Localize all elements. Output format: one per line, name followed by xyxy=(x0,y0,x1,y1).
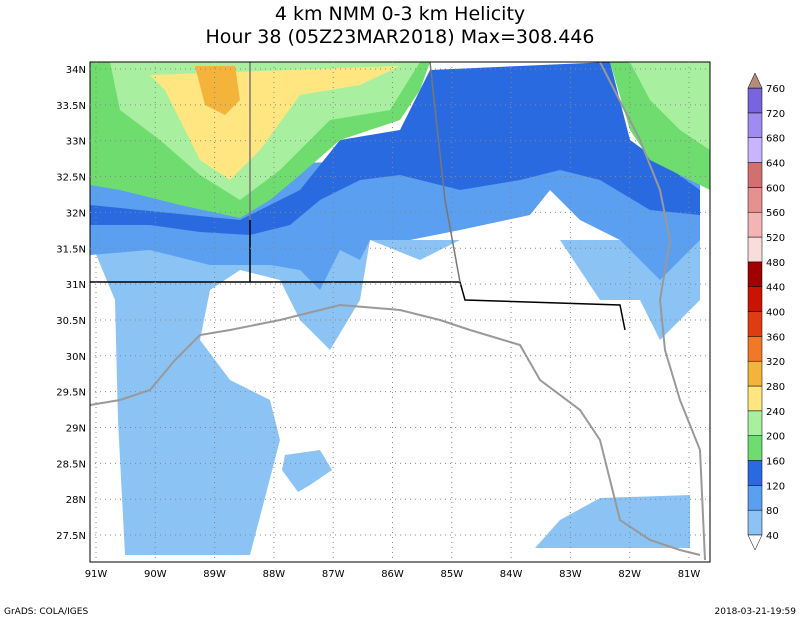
colorbar-box xyxy=(747,485,763,511)
axes: 34N 33.5N 33N 32.5N 32N 31.5N 31N 30.5N 30N 29.5N… xyxy=(56,62,710,580)
colorbar-box xyxy=(747,435,763,461)
colorbar-box xyxy=(747,261,763,287)
colorbar-label: 280 xyxy=(766,382,785,393)
colorbar-label: 320 xyxy=(766,357,785,368)
colorbar-label: 160 xyxy=(766,457,785,468)
colorbar-label: 680 xyxy=(766,134,785,145)
shade-200-240 xyxy=(630,62,710,150)
coastline xyxy=(89,303,701,556)
colorbar: 40 80 120 160 200 240 280 320 360 400 440 480 520 560… xyxy=(747,72,785,551)
lat-label: 32N xyxy=(66,208,86,219)
colorbar-box xyxy=(747,336,763,362)
colorbar-label: 40 xyxy=(766,531,779,542)
colorbar-label: 480 xyxy=(766,258,785,269)
shade-40-80 xyxy=(282,450,332,492)
colorbar-label: 560 xyxy=(766,208,785,219)
footer-left: GrADS: COLA/IGES xyxy=(4,607,88,617)
map-area xyxy=(89,61,711,563)
lon-label: 86W xyxy=(381,569,404,580)
lat-label: 29.5N xyxy=(56,388,86,399)
colorbar-box xyxy=(747,311,763,337)
colorbar-box xyxy=(747,286,763,312)
colorbar-box xyxy=(747,460,763,486)
coastline xyxy=(599,61,706,561)
lat-label: 33.5N xyxy=(56,101,86,112)
colorbar-label: 120 xyxy=(766,481,785,492)
colorbar-label: 440 xyxy=(766,283,785,294)
colorbar-box xyxy=(747,410,763,436)
lat-label: 28N xyxy=(66,495,86,506)
lon-label: 81W xyxy=(678,569,701,580)
colorbar-box xyxy=(747,187,763,213)
colorbar-box xyxy=(747,385,763,412)
lon-label: 84W xyxy=(500,569,523,580)
colorbar-box xyxy=(747,112,763,138)
colorbar-above xyxy=(747,72,763,89)
lat-label: 30.5N xyxy=(56,316,86,327)
shade-280-320 xyxy=(195,66,240,115)
lat-label: 31.5N xyxy=(56,244,86,255)
lon-label: 85W xyxy=(440,569,463,580)
shade-40-80 xyxy=(535,495,690,548)
colorbar-box xyxy=(747,211,763,238)
colorbar-box xyxy=(747,87,763,114)
lat-label: 31N xyxy=(66,280,86,291)
colorbar-label: 760 xyxy=(766,84,785,95)
title-line: Hour 38 (05Z23MAR2018) Max=308.446 xyxy=(206,26,595,48)
colorbar-box xyxy=(747,360,763,387)
colorbar-label: 720 xyxy=(766,109,785,120)
lat-label: 33N xyxy=(66,137,86,148)
lat-label: 28.5N xyxy=(56,459,86,470)
colorbar-label: 200 xyxy=(766,432,785,443)
lat-label: 27.5N xyxy=(56,531,86,542)
colorbar-label: 240 xyxy=(766,407,785,418)
lat-label: 30N xyxy=(66,352,86,363)
colorbar-box xyxy=(747,236,763,263)
shade-40-80 xyxy=(90,240,700,555)
colorbar-label: 400 xyxy=(766,308,785,319)
colorbar-label: 80 xyxy=(766,506,779,517)
lon-label: 87W xyxy=(322,569,345,580)
title-line: 4 km NMM 0-3 km Helicity xyxy=(275,3,525,25)
colorbar-box xyxy=(747,509,763,536)
lon-label: 82W xyxy=(618,569,641,580)
shade-120-160 xyxy=(90,62,700,235)
colorbar-label: 520 xyxy=(766,233,785,244)
lon-label: 91W xyxy=(85,569,108,580)
colorbar-label: 360 xyxy=(766,332,785,343)
lon-label: 90W xyxy=(144,569,167,580)
lon-label: 83W xyxy=(559,569,582,580)
colorbar-label: 600 xyxy=(766,183,785,194)
colorbar-below xyxy=(747,534,763,551)
footer-right: 2018-03-21-19:59 xyxy=(715,607,797,617)
colorbar-box xyxy=(747,162,763,188)
colorbar-label: 640 xyxy=(766,159,785,170)
map-frame xyxy=(89,61,711,563)
state-border xyxy=(90,220,626,331)
colorbar-box xyxy=(747,137,763,163)
lat-label: 32.5N xyxy=(56,173,86,184)
lon-label: 88W xyxy=(263,569,286,580)
lat-label: 29N xyxy=(66,424,86,435)
lon-label: 89W xyxy=(203,569,226,580)
lat-label: 34N xyxy=(66,65,86,76)
